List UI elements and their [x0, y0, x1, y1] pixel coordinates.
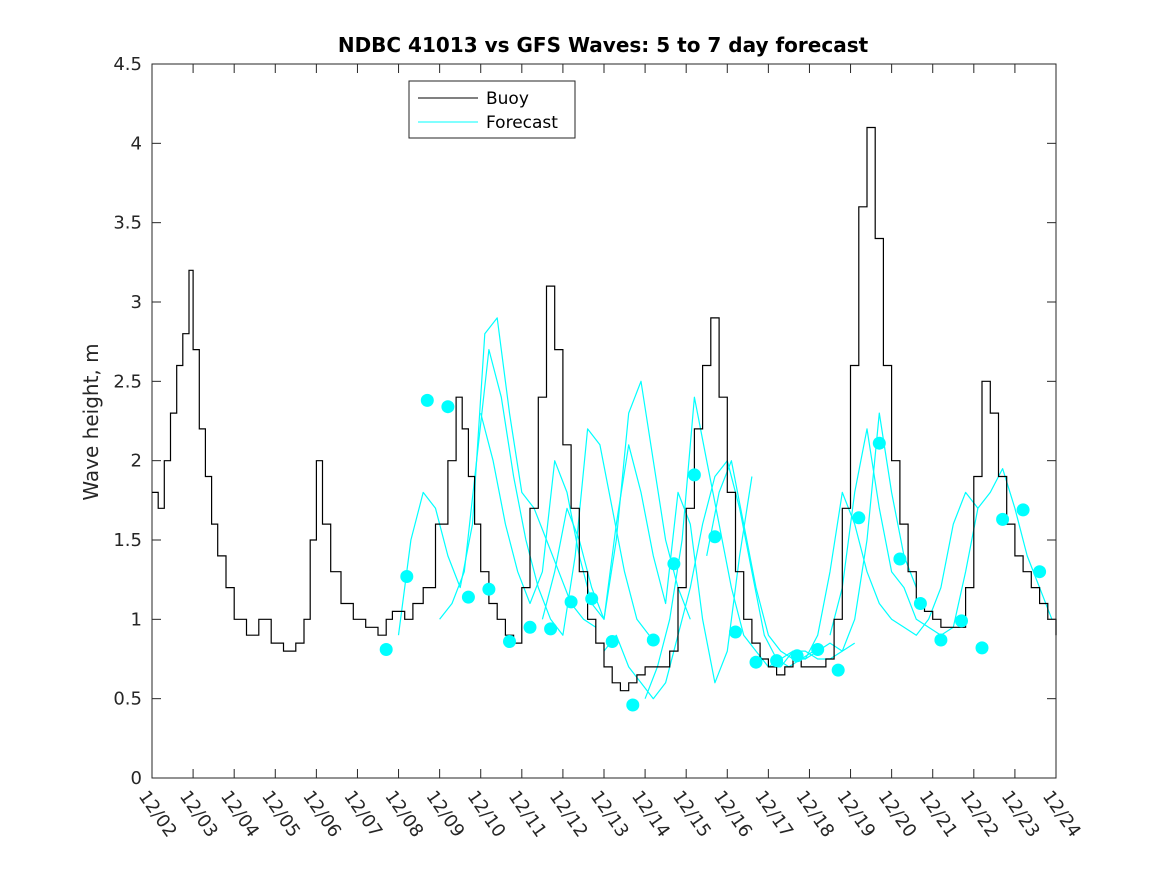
forecast-line-4	[541, 444, 753, 684]
y-tick-label: 2.5	[113, 371, 142, 392]
forecast-marker	[893, 552, 907, 566]
forecast-marker	[729, 625, 742, 639]
y-tick-label: 3	[131, 292, 142, 313]
forecast-marker	[564, 595, 578, 609]
forecast-marker	[770, 654, 784, 668]
forecast-marker	[667, 557, 681, 571]
forecast-marker	[544, 622, 558, 636]
forecast-marker	[379, 643, 393, 656]
y-tick-label: 4.5	[113, 54, 142, 75]
forecast-marker	[646, 633, 660, 647]
forecast-marker	[585, 592, 599, 606]
forecast-marker	[811, 643, 825, 656]
forecast-marker	[749, 655, 763, 669]
y-axis-label: Wave height, m	[79, 343, 103, 500]
forecast-line-1	[397, 317, 597, 636]
y-tick-label: 0	[131, 768, 142, 789]
y-tick-label: 4	[131, 133, 142, 154]
buoy-line	[152, 126, 1057, 692]
forecast-marker	[955, 614, 968, 628]
forecast-marker	[503, 635, 516, 648]
forecast-marker	[975, 641, 989, 655]
forecast-marker	[687, 468, 701, 482]
forecast-marker	[913, 597, 927, 610]
forecast-marker	[872, 436, 886, 450]
forecast-marker	[420, 393, 434, 407]
forecast-marker	[934, 633, 948, 647]
y-tick-label: 1.5	[113, 530, 142, 551]
legend-box	[408, 80, 576, 139]
forecast-marker	[790, 649, 804, 663]
legend: Buoy Forecast	[408, 80, 576, 139]
legend-forecast-label: Forecast	[486, 113, 558, 133]
forecast-marker	[708, 530, 722, 544]
chart-title: NDBC 41013 vs GFS Waves: 5 to 7 day fore…	[338, 33, 869, 57]
forecast-marker	[441, 400, 455, 414]
y-tick-label: 3.5	[113, 213, 142, 234]
forecast-marker	[400, 570, 414, 583]
forecast-marker	[626, 698, 640, 712]
forecast-marker	[831, 663, 845, 677]
y-tick-label: 0.5	[113, 689, 142, 710]
y-tick-label: 2	[131, 451, 142, 472]
forecast-marker	[605, 635, 619, 648]
forecast-marker	[996, 512, 1010, 526]
forecast-marker	[482, 582, 496, 596]
forecast-line-7	[706, 412, 917, 660]
forecast-marker	[461, 590, 475, 604]
forecast-line-6	[644, 396, 856, 699]
legend-buoy-label: Buoy	[486, 89, 529, 109]
forecast-line-3	[480, 380, 691, 620]
forecast-marker	[1033, 565, 1047, 579]
plot-data	[152, 126, 1057, 712]
y-tick-label: 1	[131, 609, 142, 630]
forecast-marker	[1016, 503, 1030, 517]
forecast-marker	[523, 620, 537, 634]
forecast-marker	[852, 511, 866, 525]
